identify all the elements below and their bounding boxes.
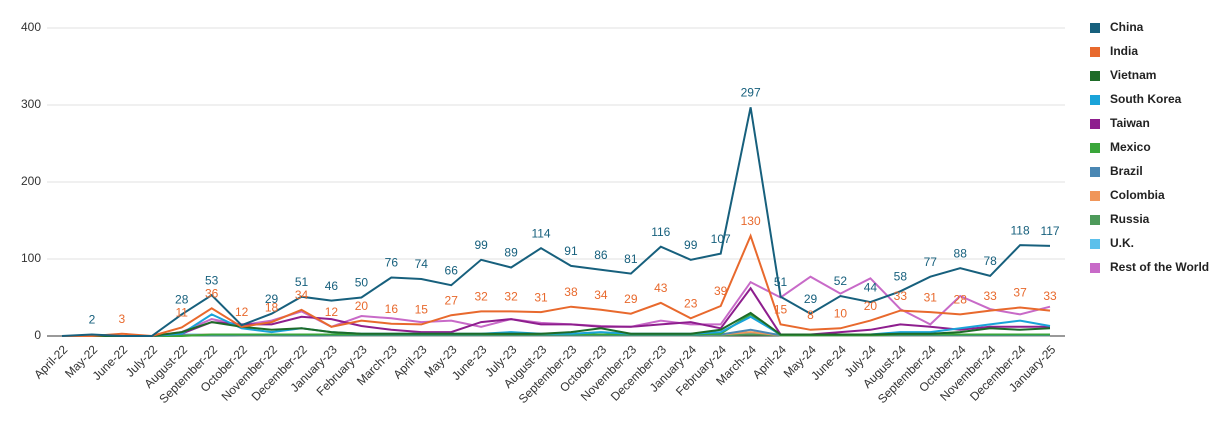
legend-label: Brazil: [1110, 164, 1143, 178]
value-label: 28: [954, 293, 968, 307]
value-label: 33: [894, 289, 908, 303]
value-label: 50: [355, 276, 369, 290]
value-label: 88: [954, 246, 968, 260]
value-label: 32: [474, 290, 488, 304]
legend-label: Vietnam: [1110, 68, 1156, 82]
value-label: 78: [983, 254, 997, 268]
value-label: 51: [295, 275, 309, 289]
legend-swatch: [1090, 95, 1100, 105]
value-label: 99: [684, 238, 698, 252]
value-label: 2: [89, 313, 96, 327]
value-label: 15: [774, 303, 788, 317]
value-label: 91: [564, 244, 578, 258]
value-label: 18: [265, 300, 279, 314]
value-label: 34: [594, 288, 608, 302]
value-label: 29: [624, 292, 638, 306]
y-tick-label: 100: [21, 251, 41, 265]
value-label: 46: [325, 279, 339, 293]
legend-swatch: [1090, 239, 1100, 249]
value-label: 32: [504, 290, 518, 304]
x-tick-label: April-22: [31, 342, 70, 381]
value-label: 11: [176, 306, 189, 320]
value-label: 107: [711, 232, 731, 246]
series-line: [62, 311, 1051, 337]
value-label: 8: [807, 308, 814, 322]
legend-swatch: [1090, 119, 1100, 129]
value-label: 12: [325, 305, 339, 319]
value-label: 28: [175, 293, 189, 307]
value-label: 31: [534, 290, 548, 304]
value-label: 77: [924, 255, 938, 269]
value-label: 117: [1040, 224, 1059, 238]
legend-swatch: [1090, 47, 1100, 57]
value-label: 86: [594, 248, 608, 262]
series-line: [62, 233, 1051, 338]
value-label: 36: [205, 286, 219, 300]
legend-label: South Korea: [1110, 92, 1182, 106]
value-label: 29: [265, 292, 279, 306]
legend-swatch: [1090, 263, 1100, 273]
value-label: 34: [295, 288, 309, 302]
x-tick-label: April-24: [750, 342, 789, 381]
value-label: 66: [445, 263, 459, 277]
y-tick-label: 400: [21, 20, 41, 34]
value-label: 53: [205, 273, 219, 287]
value-label: 23: [684, 296, 698, 310]
legend-swatch: [1090, 71, 1100, 81]
value-label: 130: [741, 214, 761, 228]
legend-label: Mexico: [1110, 140, 1151, 154]
value-label: 118: [1011, 223, 1030, 237]
value-label: 15: [415, 303, 429, 317]
value-label: 76: [385, 256, 399, 270]
value-label: 51: [774, 275, 788, 289]
series-line: [61, 107, 1051, 337]
value-label: 29: [804, 292, 818, 306]
legend-label: U.K.: [1110, 236, 1134, 250]
legend-label: Russia: [1110, 212, 1150, 226]
value-label: 27: [445, 293, 459, 307]
legend-swatch: [1090, 167, 1100, 177]
value-label: 39: [714, 284, 728, 298]
value-label: 16: [385, 302, 399, 316]
value-label: 37: [1013, 286, 1027, 300]
value-label: 44: [864, 280, 878, 294]
value-label: 3: [119, 312, 126, 326]
value-label: 116: [651, 225, 670, 239]
legend-swatch: [1090, 215, 1100, 225]
legend-label: India: [1110, 44, 1138, 58]
y-tick-label: 300: [21, 97, 41, 111]
legend-label: Colombia: [1110, 188, 1165, 202]
legend-label: Rest of the World: [1110, 260, 1209, 274]
legend-label: Taiwan: [1110, 116, 1150, 130]
value-label: 43: [654, 281, 668, 295]
value-label: 33: [1043, 289, 1057, 303]
value-label: 52: [834, 274, 848, 288]
y-tick-label: 0: [34, 328, 41, 342]
value-label: 20: [864, 299, 878, 313]
y-tick-label: 200: [21, 174, 41, 188]
value-label: 58: [894, 270, 908, 284]
legend-swatch: [1090, 143, 1100, 153]
value-label: 99: [474, 238, 488, 252]
value-label: 81: [624, 252, 638, 266]
value-label: 31: [924, 290, 938, 304]
value-label: 114: [531, 226, 550, 240]
value-label: 89: [504, 246, 518, 260]
value-label: 297: [741, 85, 761, 99]
value-label: 12: [235, 305, 249, 319]
legend-label: China: [1110, 20, 1144, 34]
value-label: 74: [415, 257, 429, 271]
value-label: 20: [355, 299, 369, 313]
x-tick-label: April-23: [390, 342, 429, 381]
value-label: 10: [834, 306, 848, 320]
legend-swatch: [1090, 23, 1100, 33]
series-line: [62, 286, 1050, 337]
value-label: 38: [564, 285, 578, 299]
value-label: 33: [983, 289, 997, 303]
legend-swatch: [1090, 191, 1100, 201]
